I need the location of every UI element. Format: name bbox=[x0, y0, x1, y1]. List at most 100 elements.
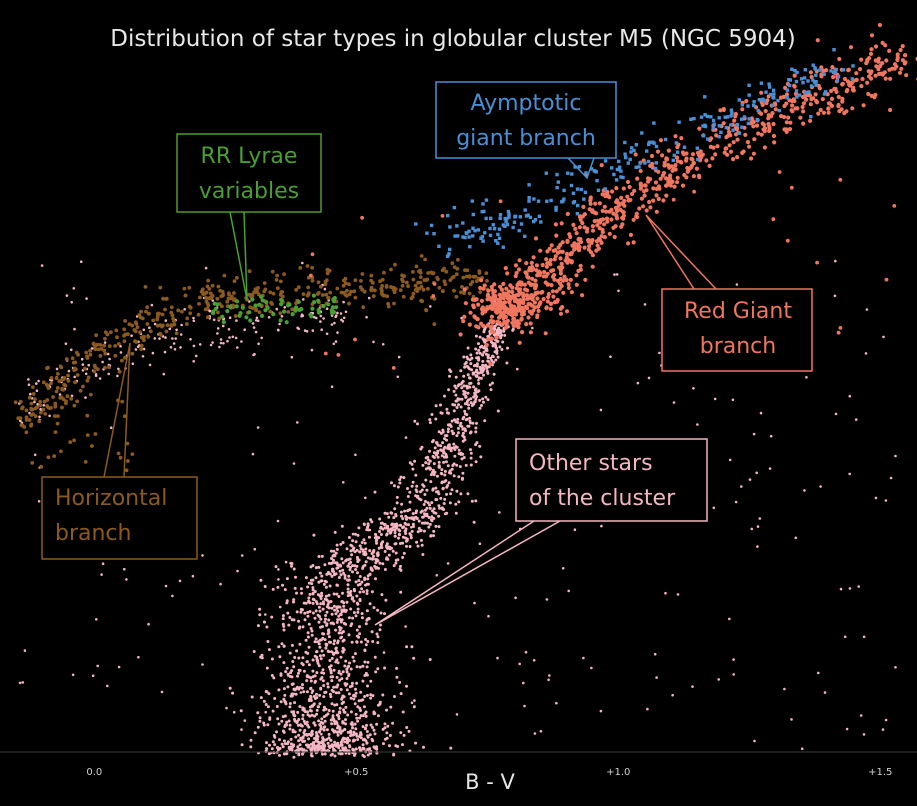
agb-point bbox=[491, 223, 495, 227]
rr-lyrae-point bbox=[331, 299, 337, 304]
other-star-point bbox=[335, 543, 339, 547]
annotation-label: Red Giant bbox=[684, 299, 792, 324]
red-giant-point bbox=[516, 305, 521, 310]
agb-point bbox=[497, 227, 502, 231]
other-star-point bbox=[256, 624, 260, 628]
other-star-point bbox=[294, 735, 298, 739]
other-star-point bbox=[446, 427, 450, 431]
other-star-point bbox=[800, 747, 804, 750]
other-star-point bbox=[281, 617, 285, 621]
other-star-point bbox=[412, 525, 415, 528]
red-giant-point bbox=[724, 146, 729, 151]
other-star-point bbox=[337, 717, 341, 721]
red-giant-point bbox=[533, 291, 538, 296]
other-star-point bbox=[408, 516, 412, 520]
other-star-point bbox=[431, 487, 435, 491]
other-star-point bbox=[501, 340, 505, 344]
other-star-point bbox=[147, 622, 150, 626]
other-star-point bbox=[368, 751, 372, 755]
horizontal-branch-point bbox=[47, 406, 52, 410]
red-giant-point bbox=[837, 56, 842, 62]
other-star-point bbox=[492, 372, 496, 376]
other-star-point bbox=[279, 672, 283, 676]
other-star-point bbox=[599, 709, 603, 713]
other-star-point bbox=[323, 620, 327, 624]
horizontal-branch-point bbox=[196, 312, 201, 317]
other-star-point bbox=[209, 343, 213, 347]
red-giant-point bbox=[558, 281, 563, 286]
other-star-point bbox=[561, 567, 565, 570]
agb-point bbox=[537, 214, 542, 218]
horizontal-branch-point bbox=[325, 271, 330, 276]
other-star-point bbox=[311, 658, 315, 662]
agb-point bbox=[496, 241, 500, 245]
other-star-point bbox=[296, 723, 300, 727]
rr-lyrae-point bbox=[286, 303, 291, 308]
red-giant-point bbox=[813, 92, 818, 97]
red-giant-point bbox=[620, 215, 625, 220]
red-giant-point bbox=[494, 310, 499, 315]
other-star-point bbox=[304, 650, 308, 654]
other-star-point bbox=[330, 606, 334, 610]
other-star-point bbox=[397, 532, 401, 536]
other-star-point bbox=[359, 709, 362, 712]
horizontal-branch-point bbox=[467, 275, 472, 279]
horizontal-branch-point bbox=[187, 285, 192, 290]
other-star-point bbox=[447, 411, 450, 415]
other-star-point bbox=[323, 638, 327, 642]
other-star-point bbox=[249, 738, 253, 742]
agb-point bbox=[768, 85, 772, 89]
red-giant-point bbox=[766, 121, 771, 127]
other-star-point bbox=[329, 549, 333, 553]
other-star-point bbox=[310, 704, 314, 708]
other-star-point bbox=[327, 732, 331, 736]
other-star-point bbox=[313, 616, 317, 620]
other-star-point bbox=[236, 569, 239, 573]
other-star-point bbox=[307, 596, 311, 600]
agb-point bbox=[795, 70, 799, 75]
other-star-point bbox=[388, 545, 392, 549]
other-star-point bbox=[324, 585, 328, 589]
other-star-point bbox=[469, 401, 473, 405]
other-star-point bbox=[295, 610, 299, 614]
other-star-point bbox=[318, 594, 322, 598]
horizontal-branch-point bbox=[400, 277, 404, 282]
agb-point bbox=[696, 157, 700, 162]
red-giant-point bbox=[680, 150, 686, 155]
other-star-point bbox=[256, 426, 260, 429]
horizontal-branch-point bbox=[123, 355, 127, 360]
other-star-point bbox=[366, 577, 370, 581]
other-star-point bbox=[452, 409, 456, 413]
horizontal-branch-point bbox=[347, 301, 351, 306]
agb-point bbox=[612, 172, 616, 177]
agb-point bbox=[682, 145, 687, 149]
agb-point bbox=[425, 231, 429, 235]
horizontal-branch-point bbox=[222, 273, 227, 278]
other-star-point bbox=[295, 649, 299, 653]
red-giant-point bbox=[731, 157, 736, 162]
other-star-point bbox=[335, 547, 339, 551]
other-star-point bbox=[335, 561, 339, 565]
rr-lyrae-point bbox=[330, 305, 335, 310]
red-giant-point bbox=[829, 88, 834, 94]
other-star-point bbox=[362, 538, 366, 542]
other-star-point bbox=[228, 316, 232, 320]
other-star-point bbox=[302, 690, 306, 694]
red-giant-point bbox=[897, 70, 903, 75]
other-star-point bbox=[345, 547, 349, 551]
agb-point bbox=[801, 81, 805, 85]
other-star-point bbox=[314, 609, 318, 613]
other-star-point bbox=[329, 621, 333, 625]
other-star-point bbox=[486, 371, 490, 375]
other-star-point bbox=[462, 355, 466, 359]
red-giant-point bbox=[527, 309, 533, 314]
rr-lyrae-point bbox=[238, 311, 243, 316]
other-star-point bbox=[326, 741, 330, 745]
other-star-point bbox=[162, 372, 166, 376]
other-star-point bbox=[345, 558, 349, 562]
red-giant-point bbox=[622, 203, 627, 208]
horizontal-branch-point bbox=[103, 330, 108, 335]
other-star-point bbox=[309, 627, 313, 630]
agb-point bbox=[822, 72, 826, 76]
